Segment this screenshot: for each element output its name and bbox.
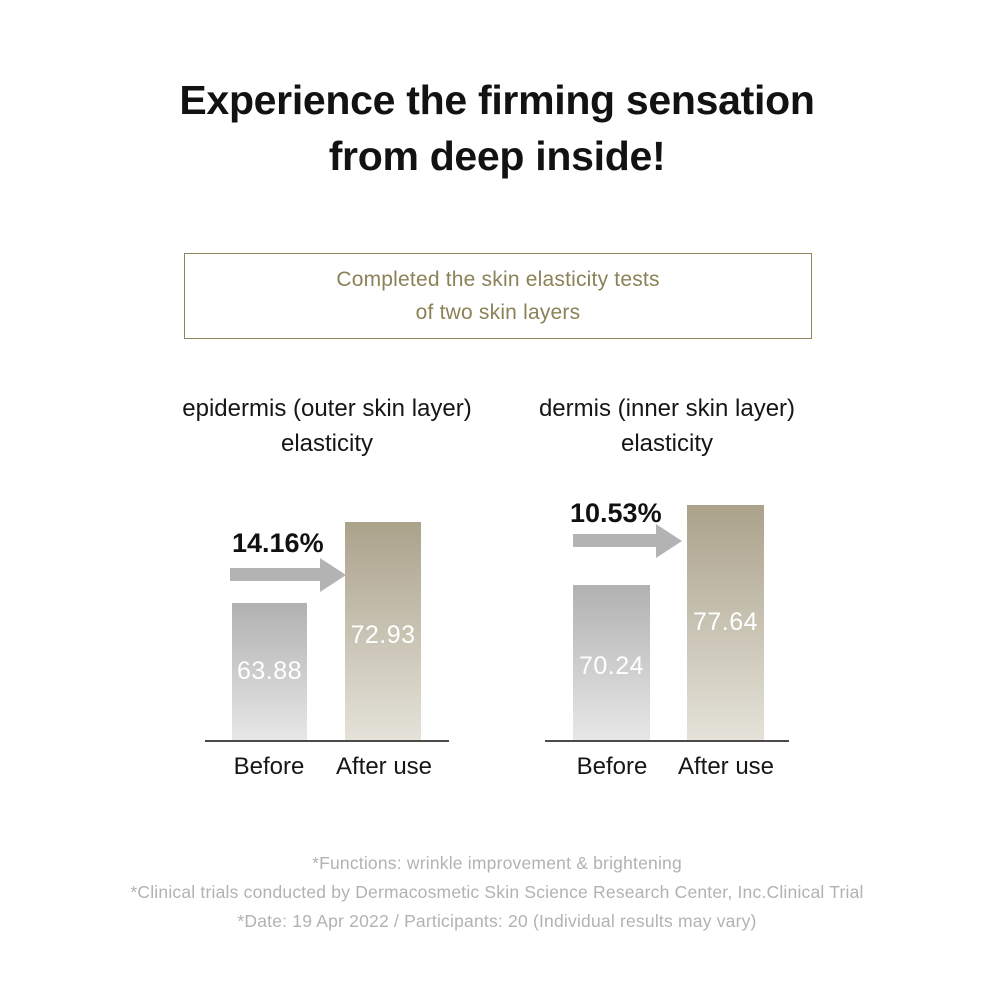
chart-title-epidermis-line-1: epidermis (outer skin layer) (182, 395, 472, 422)
bar-chart-dermis: 10.53% 70.24 77.64 (545, 490, 789, 742)
chart-title-dermis-line-2: elasticity (620, 430, 714, 457)
bar-value-label: 77.64 (692, 608, 759, 636)
page-title-line-1: Experience the firming sensation (179, 77, 815, 123)
increase-arrow-icon (573, 524, 682, 558)
page-title-line-2: from deep inside! (328, 133, 666, 179)
chart-title-dermis-line-1: dermis (inner skin layer) (538, 395, 796, 422)
chart-title-epidermis: epidermis (outer skin layer) elasticity (182, 391, 471, 461)
chart-title-epidermis-line-2: elasticity (280, 430, 374, 457)
percent-change-label: 10.53% (570, 498, 662, 528)
bar-value-label: 63.88 (236, 657, 303, 685)
bar-before: 63.88 (232, 603, 307, 740)
footnote-clinical-trials: *Clinical trials conducted by Dermacosme… (130, 882, 864, 902)
percent-change-label: 14.16% (232, 528, 324, 558)
footnote-functions: *Functions: wrinkle improvement & bright… (312, 853, 682, 873)
bar-chart-epidermis: 14.16% 63.88 72.93 (205, 490, 449, 742)
arrow-head (320, 558, 346, 592)
x-axis-baseline (545, 740, 789, 742)
arrow-shaft (230, 568, 320, 581)
footnotes: *Functions: wrinkle improvement & bright… (0, 849, 994, 936)
bar-after-use: 72.93 (345, 522, 421, 740)
claims-banner-line-1: Completed the skin elasticity tests (336, 268, 660, 291)
x-axis-baseline (205, 740, 449, 742)
increase-arrow-icon (230, 558, 346, 592)
footnote-date-participants: *Date: 19 Apr 2022 / Participants: 20 (I… (237, 911, 757, 931)
bar-before: 70.24 (573, 585, 650, 740)
category-label-before: Before (233, 753, 305, 780)
claims-banner-line-2: of two skin layers (415, 301, 581, 324)
page-title: Experience the firming sensation from de… (0, 72, 994, 184)
bar-after-use: 77.64 (687, 505, 764, 740)
arrow-shaft (573, 534, 656, 547)
arrow-head (656, 524, 682, 558)
category-label-after-use: After use (335, 753, 433, 780)
claims-banner: Completed the skin elasticity tests of t… (184, 253, 812, 339)
bar-value-label: 70.24 (578, 652, 645, 680)
bar-value-label: 72.93 (350, 621, 416, 649)
category-label-after-use: After use (677, 753, 775, 780)
category-label-before: Before (576, 753, 648, 780)
chart-title-dermis: dermis (inner skin layer) elasticity (539, 391, 795, 461)
